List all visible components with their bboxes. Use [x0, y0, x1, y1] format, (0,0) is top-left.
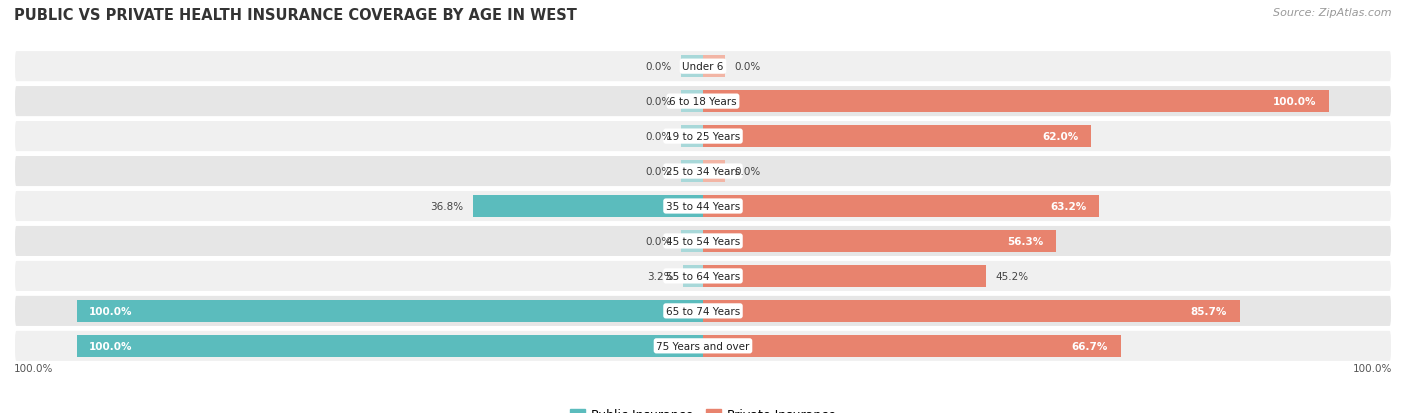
Text: 100.0%: 100.0% — [14, 363, 53, 373]
Bar — [703, 126, 1091, 147]
Text: 45 to 54 Years: 45 to 54 Years — [666, 236, 740, 247]
Text: 25 to 34 Years: 25 to 34 Years — [666, 166, 740, 177]
Bar — [681, 161, 703, 183]
Text: 45.2%: 45.2% — [995, 271, 1029, 281]
Text: 0.0%: 0.0% — [734, 166, 761, 177]
Bar — [703, 91, 1329, 113]
FancyBboxPatch shape — [14, 156, 1392, 188]
Text: 0.0%: 0.0% — [734, 62, 761, 72]
Text: Source: ZipAtlas.com: Source: ZipAtlas.com — [1274, 8, 1392, 18]
FancyBboxPatch shape — [14, 295, 1392, 327]
Text: 36.8%: 36.8% — [430, 202, 463, 211]
FancyBboxPatch shape — [14, 86, 1392, 118]
Bar — [681, 126, 703, 147]
FancyBboxPatch shape — [14, 225, 1392, 257]
Text: 66.7%: 66.7% — [1071, 341, 1108, 351]
Bar — [681, 230, 703, 252]
Text: 75 Years and over: 75 Years and over — [657, 341, 749, 351]
Bar — [77, 300, 703, 322]
Text: 100.0%: 100.0% — [1274, 97, 1317, 107]
Text: Under 6: Under 6 — [682, 62, 724, 72]
FancyBboxPatch shape — [14, 330, 1392, 362]
Text: 35 to 44 Years: 35 to 44 Years — [666, 202, 740, 211]
Text: 0.0%: 0.0% — [645, 97, 672, 107]
Text: 0.0%: 0.0% — [645, 62, 672, 72]
Text: 6 to 18 Years: 6 to 18 Years — [669, 97, 737, 107]
Text: 63.2%: 63.2% — [1050, 202, 1087, 211]
Bar — [703, 230, 1056, 252]
FancyBboxPatch shape — [14, 190, 1392, 223]
Text: 100.0%: 100.0% — [1353, 363, 1392, 373]
Text: 100.0%: 100.0% — [89, 306, 132, 316]
Legend: Public Insurance, Private Insurance: Public Insurance, Private Insurance — [565, 404, 841, 413]
Text: 0.0%: 0.0% — [645, 166, 672, 177]
Bar — [703, 161, 725, 183]
Bar — [703, 196, 1099, 217]
Text: 85.7%: 85.7% — [1191, 306, 1227, 316]
Bar — [472, 196, 703, 217]
Bar — [681, 91, 703, 113]
Text: 56.3%: 56.3% — [1007, 236, 1043, 247]
Bar — [703, 300, 1240, 322]
Text: PUBLIC VS PRIVATE HEALTH INSURANCE COVERAGE BY AGE IN WEST: PUBLIC VS PRIVATE HEALTH INSURANCE COVER… — [14, 8, 576, 23]
Text: 19 to 25 Years: 19 to 25 Years — [666, 132, 740, 142]
Text: 0.0%: 0.0% — [645, 132, 672, 142]
FancyBboxPatch shape — [14, 51, 1392, 83]
Text: 65 to 74 Years: 65 to 74 Years — [666, 306, 740, 316]
Bar — [703, 335, 1121, 357]
FancyBboxPatch shape — [14, 121, 1392, 153]
Text: 3.2%: 3.2% — [647, 271, 673, 281]
Text: 62.0%: 62.0% — [1042, 132, 1078, 142]
Bar — [703, 266, 986, 287]
Bar — [77, 335, 703, 357]
FancyBboxPatch shape — [14, 260, 1392, 292]
Text: 0.0%: 0.0% — [645, 236, 672, 247]
Bar — [681, 56, 703, 78]
Text: 100.0%: 100.0% — [89, 341, 132, 351]
Text: 55 to 64 Years: 55 to 64 Years — [666, 271, 740, 281]
Bar — [683, 266, 703, 287]
Bar — [703, 56, 725, 78]
